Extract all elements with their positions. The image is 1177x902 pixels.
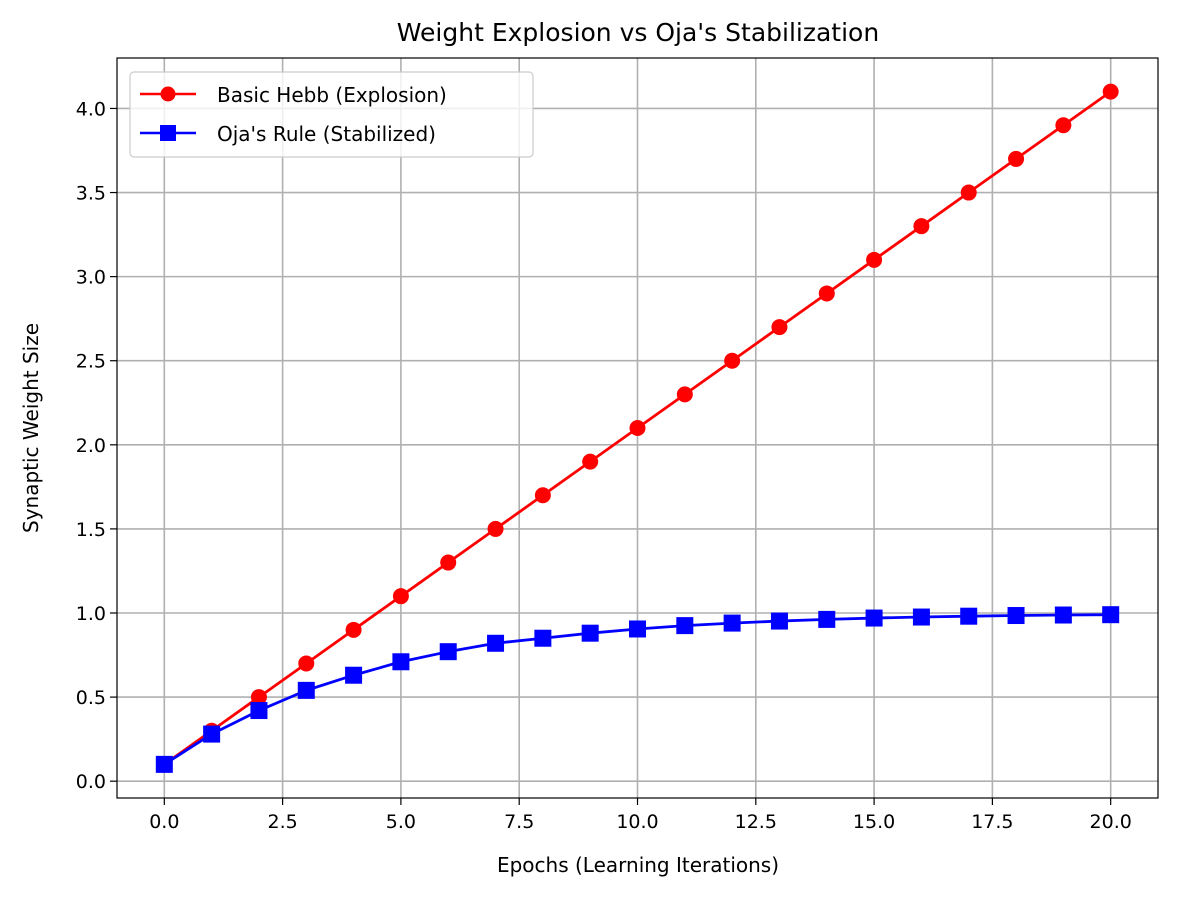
data-point (913, 218, 930, 235)
series-basic-hebb (156, 83, 1119, 773)
x-tick-label: 2.5 (268, 811, 298, 833)
data-point (676, 617, 694, 635)
data-point (345, 666, 363, 684)
data-point (1102, 83, 1119, 100)
x-tick-label: 12.5 (735, 811, 777, 833)
data-point (534, 629, 552, 647)
data-point (440, 554, 457, 571)
data-point (487, 634, 505, 652)
y-axis-ticks: 0.0 0.5 1.0 1.5 2.0 2.5 3.0 3.5 4.0 (76, 98, 117, 793)
legend-label-oja: Oja's Rule (Stabilized) (217, 122, 436, 146)
data-point (865, 609, 883, 627)
y-tick-label: 3.0 (76, 267, 106, 289)
y-tick-label: 1.5 (76, 519, 106, 541)
data-point (629, 620, 646, 638)
x-tick-label: 0.0 (149, 811, 179, 833)
data-point (297, 681, 315, 699)
y-tick-label: 2.5 (76, 351, 106, 373)
data-point (818, 610, 836, 628)
data-point (960, 607, 978, 625)
y-tick-label: 1.0 (76, 603, 106, 625)
legend-marker-oja (160, 125, 176, 141)
legend-label-hebb: Basic Hebb (Explosion) (217, 83, 447, 107)
data-point (770, 612, 788, 630)
x-tick-label: 10.0 (616, 811, 658, 833)
x-tick-label: 15.0 (853, 811, 895, 833)
legend-marker-hebb (160, 86, 176, 102)
data-point (1102, 606, 1120, 624)
data-point (203, 725, 221, 743)
data-point (250, 702, 268, 720)
y-tick-label: 2.0 (76, 435, 106, 457)
x-tick-label: 7.5 (504, 811, 534, 833)
legend-box (129, 71, 534, 158)
legend: Basic Hebb (Explosion) Oja's Rule (Stabi… (129, 71, 534, 158)
series-layer (155, 83, 1120, 773)
data-point (866, 251, 883, 268)
data-point (155, 755, 173, 773)
data-point (676, 386, 693, 403)
y-tick-label: 0.0 (76, 771, 106, 793)
data-point (724, 352, 741, 369)
x-tick-label: 5.0 (386, 811, 416, 833)
data-point (912, 608, 930, 626)
y-tick-label: 3.5 (76, 183, 106, 205)
x-tick-label: 17.5 (971, 811, 1013, 833)
data-point (392, 588, 409, 605)
data-point (582, 453, 599, 470)
data-point (1055, 117, 1072, 134)
data-point (1054, 606, 1072, 624)
data-point (1008, 150, 1025, 167)
series-oja-rule (155, 606, 1120, 773)
data-point (345, 621, 362, 638)
data-point (581, 624, 599, 642)
y-tick-label: 4.0 (76, 98, 106, 120)
data-point (629, 420, 646, 436)
y-tick-label: 0.5 (76, 687, 106, 709)
data-point (723, 614, 741, 632)
x-axis-ticks: 0.0 2.5 5.0 7.5 10.0 12.5 15.0 17.5 20.0 (149, 798, 1132, 833)
chart-title: Weight Explosion vs Oja's Stabilization (397, 18, 879, 47)
data-point (771, 319, 788, 336)
data-point (487, 520, 504, 537)
data-point (439, 643, 457, 661)
y-axis-label: Synaptic Weight Size (19, 323, 43, 533)
data-point (960, 184, 977, 201)
data-point (534, 487, 551, 504)
data-point (392, 653, 410, 671)
x-tick-label: 20.0 (1090, 811, 1132, 833)
data-point (298, 655, 315, 672)
x-axis-label: Epochs (Learning Iterations) (497, 853, 779, 877)
data-point (1007, 607, 1025, 625)
data-point (250, 689, 267, 706)
data-point (818, 285, 835, 302)
